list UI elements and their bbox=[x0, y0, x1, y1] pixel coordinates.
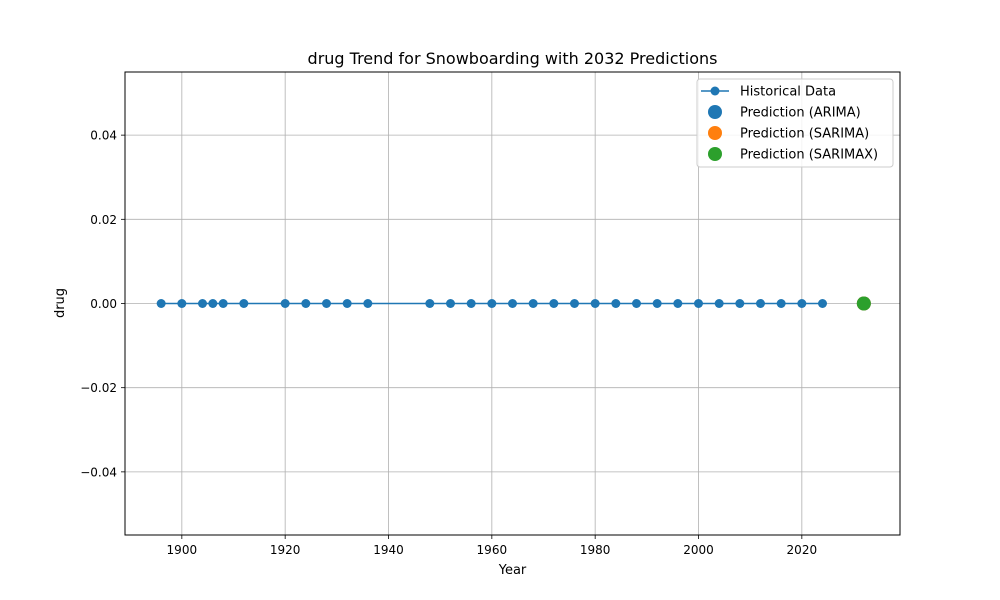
x-tick-label: 1900 bbox=[167, 543, 198, 557]
x-tick-label: 1940 bbox=[373, 543, 404, 557]
plot-data bbox=[156, 296, 871, 311]
historical-point bbox=[611, 299, 621, 308]
legend-marker-swatch bbox=[710, 86, 720, 96]
historical-point bbox=[570, 299, 579, 308]
legend-entry-sarima: Prediction (SARIMA) bbox=[708, 126, 869, 142]
legend-label-sarimax: Prediction (SARIMAX) bbox=[740, 148, 878, 163]
historical-point bbox=[797, 299, 807, 308]
historical-point bbox=[735, 299, 745, 308]
y-tick-label: −0.04 bbox=[80, 465, 117, 479]
historical-point bbox=[714, 299, 724, 308]
legend-dot-sarima bbox=[708, 126, 722, 140]
historical-point bbox=[508, 299, 517, 308]
historical-point bbox=[487, 299, 497, 308]
y-tick-label: −0.02 bbox=[80, 381, 117, 395]
historical-point bbox=[466, 299, 476, 308]
historical-point bbox=[280, 299, 290, 308]
x-tick-label: 1980 bbox=[580, 543, 611, 557]
x-axis-ticks: 1900 1920 1940 1960 1980 2000 2020 bbox=[167, 535, 818, 557]
legend-box bbox=[696, 78, 894, 168]
historical-point bbox=[239, 299, 249, 308]
historical-point bbox=[208, 299, 218, 308]
x-tick-label: 1920 bbox=[270, 543, 301, 557]
y-tick-label: 0.02 bbox=[90, 213, 117, 227]
legend-label-arima: Prediction (ARIMA) bbox=[740, 106, 861, 121]
x-tick-label: 1960 bbox=[477, 543, 508, 557]
legend-entry-historical: Historical Data bbox=[701, 85, 836, 100]
legend-label-sarima: Prediction (SARIMA) bbox=[740, 127, 869, 142]
historical-point bbox=[322, 299, 331, 308]
historical-point bbox=[198, 299, 207, 308]
legend: Historical Data Prediction (ARIMA) Predi… bbox=[696, 78, 894, 168]
x-tick-label: 2020 bbox=[787, 543, 818, 557]
historical-point bbox=[342, 299, 352, 308]
historical-point bbox=[632, 299, 641, 308]
historical-point bbox=[549, 299, 559, 308]
legend-entry-arima: Prediction (ARIMA) bbox=[708, 105, 861, 121]
historical-point bbox=[818, 299, 827, 308]
legend-label-historical: Historical Data bbox=[740, 85, 836, 100]
y-tick-label: 0.04 bbox=[90, 129, 117, 143]
historical-point bbox=[363, 299, 373, 308]
historical-point bbox=[425, 299, 435, 308]
historical-point bbox=[528, 299, 538, 308]
historical-point bbox=[673, 299, 683, 308]
y-tick-label: 0.00 bbox=[90, 297, 117, 311]
legend-dot-sarimax bbox=[708, 147, 722, 161]
chart-title: drug Trend for Snowboarding with 2032 Pr… bbox=[308, 49, 718, 68]
y-axis-label: drug bbox=[53, 288, 68, 318]
x-axis-label: Year bbox=[498, 563, 527, 578]
historical-point bbox=[156, 299, 166, 308]
historical-point bbox=[446, 299, 455, 308]
legend-entry-sarimax: Prediction (SARIMAX) bbox=[708, 147, 878, 163]
historical-point bbox=[652, 299, 662, 308]
historical-point bbox=[756, 299, 765, 308]
x-tick-label: 2000 bbox=[683, 543, 714, 557]
historical-point bbox=[776, 299, 786, 308]
y-axis-ticks: −0.04 −0.02 0.00 0.02 0.04 bbox=[80, 129, 125, 479]
legend-dot-arima bbox=[708, 105, 722, 119]
historical-point bbox=[590, 299, 600, 308]
historical-point bbox=[177, 299, 187, 308]
historical-point bbox=[218, 299, 228, 308]
historical-point bbox=[301, 299, 311, 308]
historical-point bbox=[694, 299, 703, 308]
prediction-point-3 bbox=[856, 296, 871, 311]
